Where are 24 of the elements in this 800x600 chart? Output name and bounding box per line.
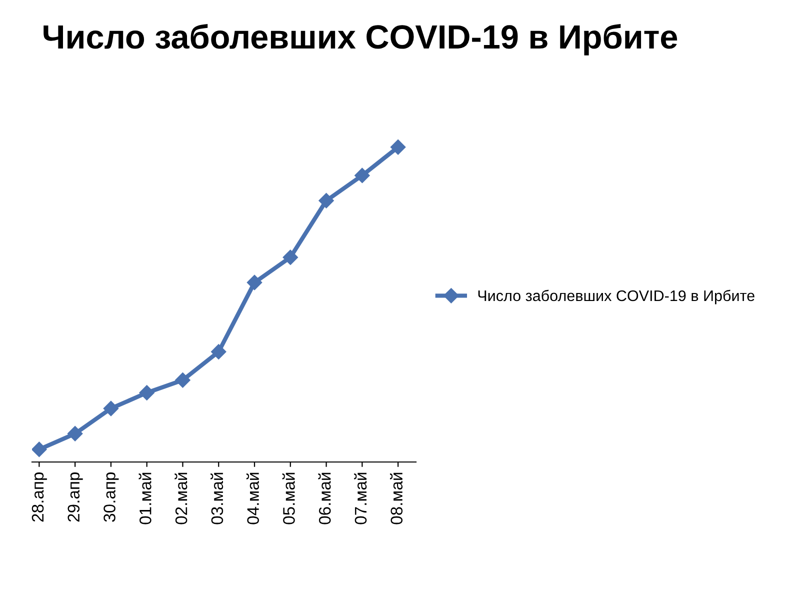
point <box>67 426 83 442</box>
point <box>354 168 370 184</box>
x-tick-label: 02.май <box>174 472 188 524</box>
x-tick-label: 06.май <box>318 472 331 524</box>
legend-label: Число заболевших COVID-19 в Ирбите <box>478 290 754 304</box>
x-tick-label: 28.апр <box>32 472 47 522</box>
x-tick-label: 07.май <box>354 472 367 524</box>
x-tick-label: 05.май <box>282 472 295 524</box>
point <box>211 344 226 360</box>
point <box>175 372 190 388</box>
point <box>282 250 298 265</box>
x-tick-label: 30.апр <box>104 472 119 522</box>
x-tick-label: 03.май <box>210 472 224 524</box>
point <box>32 442 47 457</box>
point <box>139 385 154 400</box>
point <box>103 400 119 416</box>
x-tick-label: 04.май <box>246 472 259 524</box>
x-tick-label: 08.май <box>390 472 403 524</box>
chart-title: Число заболевших COVID-19 в Ирбите <box>44 24 678 56</box>
point <box>246 274 262 290</box>
point <box>390 140 406 155</box>
x-tick-label: 29.апр <box>68 472 83 522</box>
x-tick-label: 01.май <box>138 472 152 524</box>
point <box>318 193 334 208</box>
